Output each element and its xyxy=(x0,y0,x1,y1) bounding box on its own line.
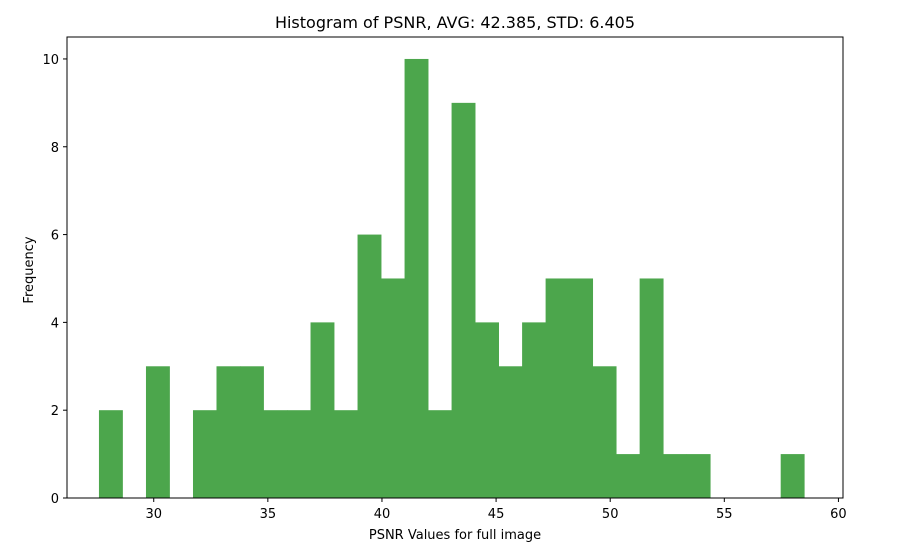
histogram-bar xyxy=(616,454,641,498)
histogram-bar xyxy=(287,410,311,498)
histogram-bar xyxy=(522,322,547,498)
histogram-bar xyxy=(145,366,170,498)
histogram-bar xyxy=(240,366,264,498)
histogram-bar xyxy=(428,410,452,498)
x-tick-label: 50 xyxy=(602,507,619,522)
y-tick-label: 8 xyxy=(51,141,59,156)
plot-frame xyxy=(66,36,844,499)
histogram-bar xyxy=(192,410,217,498)
histogram-bar xyxy=(498,366,523,498)
histogram-bar xyxy=(569,278,594,498)
x-tick-label: 60 xyxy=(830,507,847,522)
bars-group xyxy=(98,58,805,499)
x-tick-label: 40 xyxy=(374,507,391,522)
x-tick-label: 30 xyxy=(145,507,162,522)
histogram-bar xyxy=(98,410,123,498)
histogram-bar xyxy=(663,454,688,498)
y-tick-label: 2 xyxy=(51,404,59,419)
y-tick-label: 10 xyxy=(42,53,59,68)
x-axis: 30 35 40 45 50 55 60 xyxy=(145,498,847,522)
x-tick-label: 55 xyxy=(716,507,733,522)
y-tick-label: 4 xyxy=(51,316,59,331)
histogram-bar xyxy=(475,322,499,498)
histogram-bar xyxy=(334,410,358,498)
histogram-bar xyxy=(216,366,241,498)
histogram-bar xyxy=(780,454,805,498)
histogram-bar xyxy=(263,410,288,498)
x-tick-label: 35 xyxy=(260,507,277,522)
histogram-bar xyxy=(639,278,664,498)
chart-title: Histogram of PSNR, AVG: 42.385, STD: 6.4… xyxy=(275,13,635,32)
y-axis: 0 2 4 6 8 10 xyxy=(42,53,67,507)
x-axis-label: PSNR Values for full image xyxy=(369,528,541,543)
y-axis-label: Frequency xyxy=(22,236,37,303)
histogram-bar xyxy=(686,454,711,498)
histogram-bar xyxy=(310,322,335,498)
histogram-bar xyxy=(545,278,570,498)
histogram-bar xyxy=(404,58,429,498)
x-tick-label: 45 xyxy=(488,507,505,522)
histogram-bar xyxy=(592,366,617,498)
histogram-bar xyxy=(357,234,382,499)
histogram-bar xyxy=(451,102,476,498)
histogram-bar xyxy=(381,278,405,498)
y-tick-label: 0 xyxy=(51,492,59,507)
y-tick-label: 6 xyxy=(51,229,59,244)
